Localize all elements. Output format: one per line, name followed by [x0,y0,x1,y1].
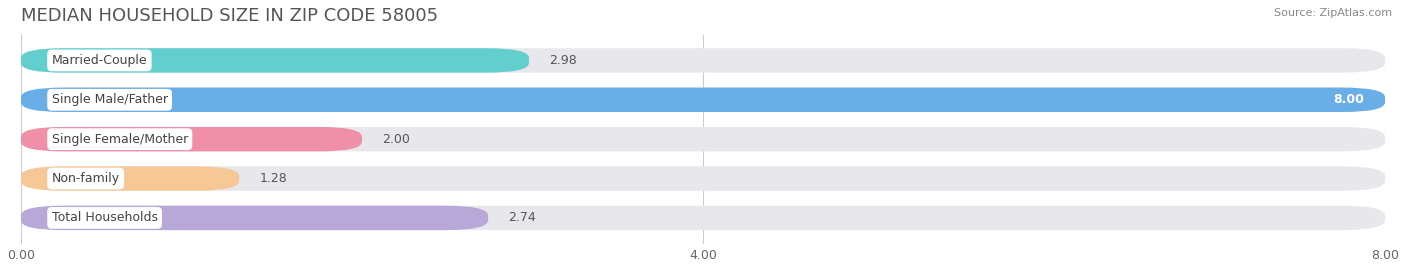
Text: 2.74: 2.74 [509,211,536,224]
Text: Source: ZipAtlas.com: Source: ZipAtlas.com [1274,8,1392,18]
Text: 1.28: 1.28 [260,172,287,185]
Text: 2.00: 2.00 [382,133,411,146]
Text: Single Female/Mother: Single Female/Mother [52,133,188,146]
Text: MEDIAN HOUSEHOLD SIZE IN ZIP CODE 58005: MEDIAN HOUSEHOLD SIZE IN ZIP CODE 58005 [21,7,439,25]
FancyBboxPatch shape [21,206,1385,230]
FancyBboxPatch shape [21,166,1385,191]
FancyBboxPatch shape [21,127,361,151]
FancyBboxPatch shape [21,127,1385,151]
Text: Married-Couple: Married-Couple [52,54,148,67]
FancyBboxPatch shape [21,48,1385,73]
Text: Total Households: Total Households [52,211,157,224]
FancyBboxPatch shape [21,166,239,191]
Text: 8.00: 8.00 [1334,93,1365,106]
FancyBboxPatch shape [21,88,1385,112]
FancyBboxPatch shape [21,206,488,230]
Text: Single Male/Father: Single Male/Father [52,93,167,106]
FancyBboxPatch shape [21,48,529,73]
Text: Non-family: Non-family [52,172,120,185]
FancyBboxPatch shape [21,88,1385,112]
Text: 2.98: 2.98 [550,54,578,67]
